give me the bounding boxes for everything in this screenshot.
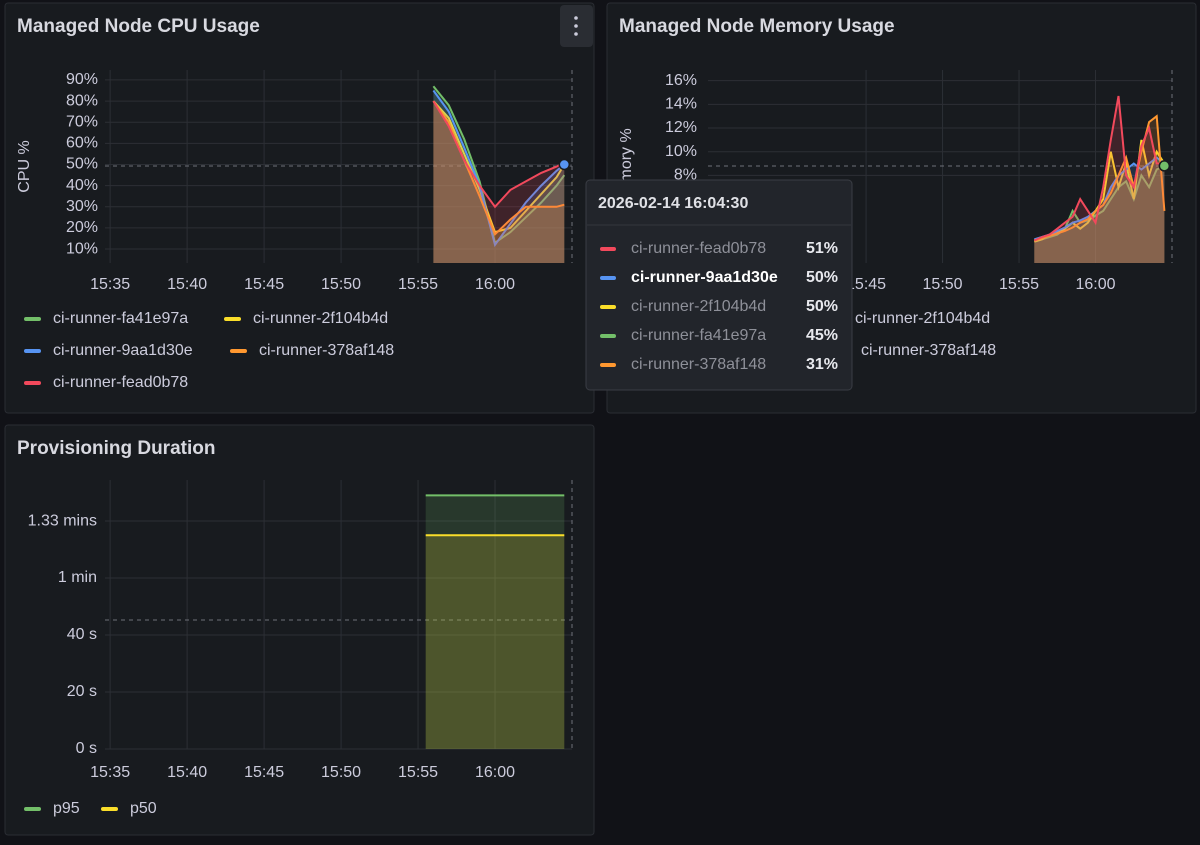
y-tick-label: 40% [66, 177, 98, 194]
legend-label: ci-runner-378af148 [259, 342, 394, 359]
y-tick-label: 0 s [76, 740, 97, 757]
y-tick-label: 80% [66, 92, 98, 109]
series-area [1034, 139, 1165, 263]
x-tick-label: 15:35 [90, 764, 130, 781]
legend-label: ci-runner-378af148 [861, 342, 996, 359]
series-line [432, 100, 565, 209]
series-area [433, 86, 565, 263]
y-tick-label: 1 min [58, 569, 97, 586]
tooltip-name: ci-runner-fa41e97a [631, 327, 766, 344]
series-line [432, 100, 566, 234]
x-tick-label: 15:35 [90, 276, 130, 293]
panel-menu-button[interactable] [560, 5, 593, 47]
legend-label: p95 [53, 800, 80, 817]
series-line [432, 85, 566, 245]
hover-point [1158, 160, 1171, 172]
panel-title: Managed Node CPU Usage [17, 16, 260, 37]
series-line [1033, 95, 1165, 242]
x-tick-label: 15:50 [321, 276, 361, 293]
tooltip-time: 2026-02-14 16:04:30 [598, 195, 748, 212]
legend-label: p50 [130, 800, 157, 817]
tooltip-value: 31% [806, 356, 838, 373]
tooltip-name: ci-runner-378af148 [631, 356, 766, 373]
series-area [433, 101, 565, 263]
tooltip [585, 179, 853, 391]
x-tick-label: 15:45 [846, 276, 886, 293]
y-tick-label: 30% [66, 198, 98, 215]
panel [4, 424, 595, 836]
panel-title: Provisioning Duration [17, 438, 215, 459]
legend-label: ci-runner-9aa1d30e [53, 342, 193, 359]
y-tick-label: 12% [665, 119, 697, 136]
x-tick-label: 15:55 [398, 276, 438, 293]
tooltip-value: 50% [806, 298, 838, 315]
y-tick-label: 10% [665, 143, 697, 160]
series-area [1034, 165, 1165, 263]
x-tick-label: 15:40 [167, 764, 207, 781]
y-tick-label: 50% [66, 156, 98, 173]
x-tick-label: 15:45 [244, 764, 284, 781]
y-tick-label: 70% [66, 113, 98, 130]
tooltip-name: ci-runner-fead0b78 [631, 240, 766, 257]
y-tick-label: 1.33 mins [28, 512, 97, 529]
y-tick-label: 8% [674, 167, 697, 184]
x-tick-label: 15:50 [321, 764, 361, 781]
tooltip-value: 51% [806, 240, 838, 257]
hover-point [558, 158, 571, 171]
y-tick-label: 60% [66, 135, 98, 152]
x-tick-label: 15:55 [398, 764, 438, 781]
series-area [1034, 116, 1165, 263]
tooltip-name: ci-runner-9aa1d30e [631, 269, 778, 286]
legend-label: ci-runner-fead0b78 [53, 374, 188, 391]
tooltip-name: ci-runner-2f104b4d [631, 298, 766, 315]
y-tick-label: 14% [665, 96, 697, 113]
x-tick-label: 16:00 [1075, 276, 1115, 293]
x-tick-label: 15:45 [244, 276, 284, 293]
tooltip-value: 45% [806, 327, 838, 344]
x-tick-label: 16:00 [475, 276, 515, 293]
y-tick-label: 10% [66, 240, 98, 257]
x-tick-label: 15:40 [167, 276, 207, 293]
series-area [433, 101, 565, 263]
series-area [425, 495, 565, 749]
x-tick-label: 15:50 [923, 276, 963, 293]
y-tick-label: 20 s [67, 683, 97, 700]
y-tick-label: 40 s [67, 626, 97, 643]
panel-title: Managed Node Memory Usage [619, 16, 895, 37]
series-line [1034, 164, 1165, 243]
series-line [432, 89, 565, 248]
legend-label: ci-runner-2f104b4d [253, 310, 388, 327]
series-area [433, 90, 565, 263]
legend-label: ci-runner-2f104b4d [855, 310, 990, 327]
series-area [425, 535, 565, 749]
series-area [433, 101, 565, 263]
x-tick-label: 15:55 [999, 276, 1039, 293]
x-tick-label: 16:00 [475, 764, 515, 781]
legend-label: ci-runner-fa41e97a [53, 310, 188, 327]
y-axis-label: CPU % [16, 140, 33, 192]
y-tick-label: 20% [66, 219, 98, 236]
y-tick-label: 16% [665, 72, 697, 89]
tooltip-value: 50% [806, 269, 838, 286]
y-tick-label: 90% [66, 71, 98, 88]
